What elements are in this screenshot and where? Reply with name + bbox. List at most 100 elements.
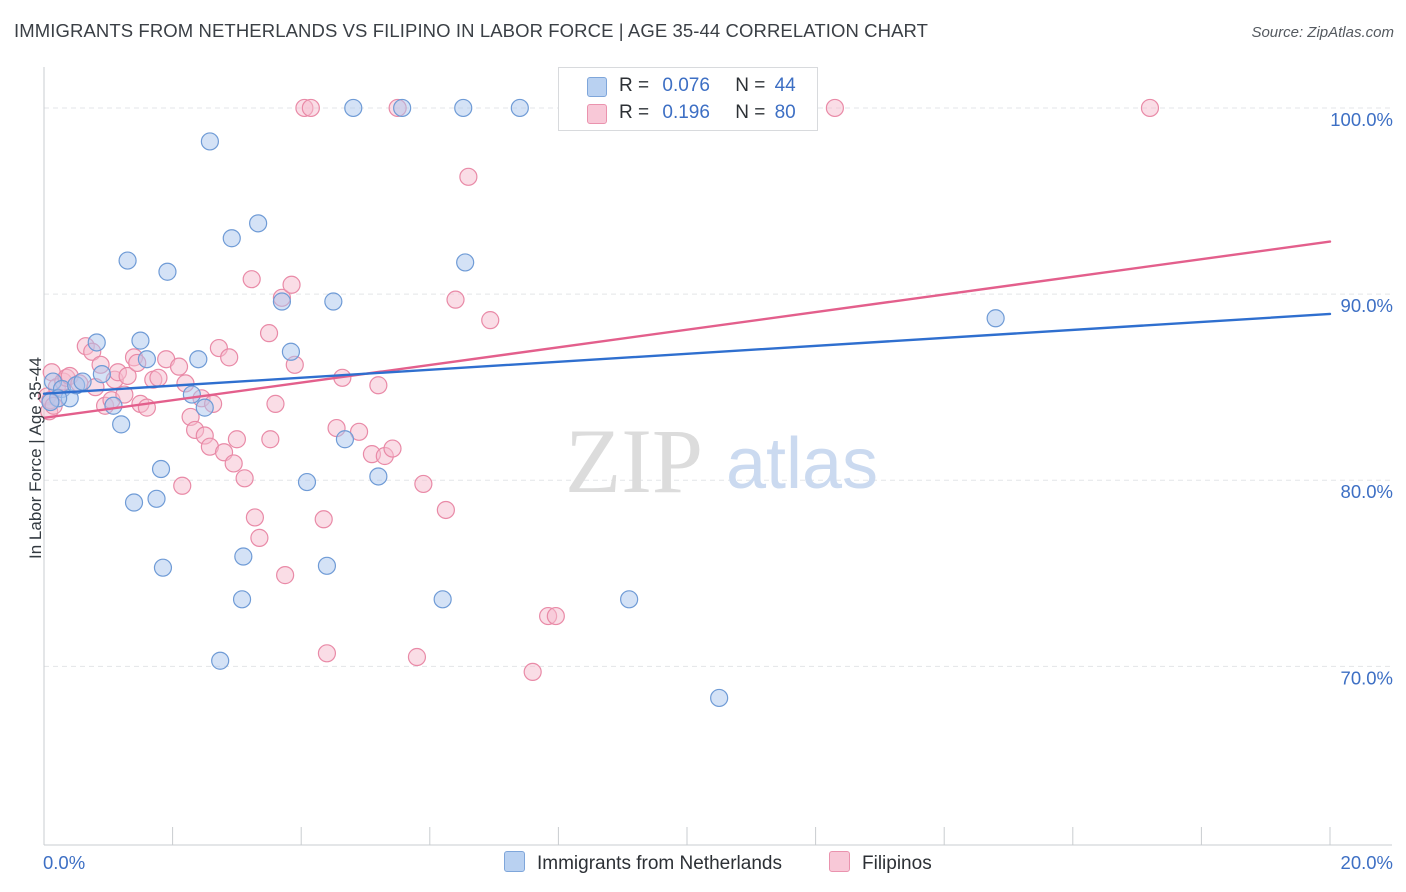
filipinos-point (115, 385, 134, 404)
axes (43, 67, 1392, 846)
bottom-legend-swatch-pink (829, 851, 850, 872)
netherlands-point (87, 333, 106, 352)
netherlands-point (222, 229, 241, 248)
gridlines (44, 107, 1392, 667)
netherlands-point (104, 396, 123, 415)
filipinos-point (259, 324, 279, 343)
filipinos-point (118, 366, 137, 386)
filipinos-trend-line (42, 240, 1332, 420)
netherlands-trend-line (42, 312, 1332, 395)
netherlands-point (710, 688, 729, 708)
filipinos-point (314, 510, 333, 529)
correlation-legend: R = 0.076 N = 44 R = 0.196 N = 80 (558, 67, 818, 131)
filipinos-point (825, 98, 844, 118)
filipinos-point (523, 662, 542, 682)
bottom-legend-label: Filipinos (862, 853, 932, 874)
netherlands-point (195, 398, 214, 417)
y-tick-label: 100.0% (1330, 109, 1393, 130)
legend-n-value: 44 (774, 75, 796, 96)
netherlands-point (297, 472, 317, 492)
filipinos-point (349, 422, 369, 441)
y-tick-label: 90.0% (1341, 295, 1393, 316)
filipinos-point (1140, 98, 1160, 118)
filipinos-point (407, 647, 427, 667)
filipinos-points (38, 98, 1160, 682)
watermark-atlas: atlas (726, 424, 878, 504)
legend-n-label: N = (735, 75, 766, 96)
filipinos-point (383, 439, 402, 458)
watermark-zip: ZIP (565, 410, 703, 512)
netherlands-point (92, 365, 111, 384)
legend-r-value: 0.196 (662, 102, 710, 123)
netherlands-point (986, 309, 1005, 328)
netherlands-point (344, 98, 363, 118)
netherlands-point (147, 489, 166, 508)
filipinos-point (317, 644, 337, 663)
filipinos-point (414, 474, 433, 494)
x-tick-label: 20.0% (1341, 852, 1393, 873)
chart-title: IMMIGRANTS FROM NETHERLANDS VS FILIPINO … (14, 20, 929, 41)
filipinos-point (446, 290, 465, 309)
netherlands-point (317, 556, 337, 575)
filipinos-point (242, 270, 261, 289)
netherlands-point (510, 98, 529, 118)
filipinos-point (459, 167, 478, 186)
filipinos-point (546, 606, 565, 626)
filipinos-point (245, 508, 265, 527)
filipinos-point (266, 394, 285, 413)
netherlands-points (41, 98, 1005, 708)
netherlands-point (137, 350, 156, 369)
filipinos-point (224, 454, 243, 473)
filipinos-point (436, 500, 455, 520)
netherlands-point (131, 331, 150, 350)
filipinos-point (169, 357, 189, 376)
filipinos-point (137, 398, 156, 417)
bottom-legend-swatch-blue (504, 851, 525, 872)
trend-lines (42, 240, 1332, 420)
filipinos-point (481, 311, 500, 330)
filipinos-point (220, 348, 239, 367)
legend-r-label: R = (619, 102, 650, 123)
netherlands-point (182, 385, 201, 404)
filipinos-point (235, 469, 254, 488)
chart-source: Source: ZipAtlas.com (1251, 24, 1394, 41)
filipinos-point (276, 566, 295, 585)
netherlands-point (200, 132, 219, 151)
filipinos-point (250, 528, 269, 547)
netherlands-point (211, 651, 230, 670)
netherlands-point (151, 459, 171, 479)
tick-labels: 100.0% 90.0% 80.0% 70.0% 0.0% 20.0% (43, 109, 1393, 873)
netherlands-point (281, 342, 301, 361)
filipinos-point (369, 376, 388, 395)
netherlands-point (433, 590, 452, 609)
filipinos-point (173, 476, 192, 495)
filipinos-point (227, 430, 246, 449)
netherlands-point (73, 372, 92, 391)
netherlands-point (124, 493, 144, 512)
netherlands-point (153, 558, 173, 577)
filipinos-point (301, 98, 320, 118)
netherlands-point (456, 253, 475, 272)
netherlands-point (335, 430, 355, 449)
watermark: ZIP atlas (565, 410, 878, 512)
netherlands-point (454, 98, 473, 118)
legend-r-label: R = (619, 75, 650, 96)
netherlands-point (620, 590, 639, 609)
legend-r-value: 0.076 (662, 75, 710, 96)
legend-n-label: N = (735, 102, 766, 123)
y-tick-label: 80.0% (1341, 481, 1393, 502)
legend-n-value: 80 (774, 102, 796, 123)
netherlands-point (118, 251, 137, 270)
filipinos-point (149, 368, 168, 387)
netherlands-point (393, 98, 412, 118)
netherlands-point (189, 350, 208, 369)
y-tick-label: 70.0% (1341, 667, 1393, 688)
netherlands-point (369, 467, 388, 486)
y-axis-label: In Labor Force | Age 35-44 (26, 357, 45, 559)
legend-swatch-blue (587, 77, 607, 97)
netherlands-point (234, 547, 253, 566)
bottom-legend-label: Immigrants from Netherlands (537, 853, 782, 874)
netherlands-point (158, 262, 177, 281)
netherlands-point (112, 415, 131, 434)
